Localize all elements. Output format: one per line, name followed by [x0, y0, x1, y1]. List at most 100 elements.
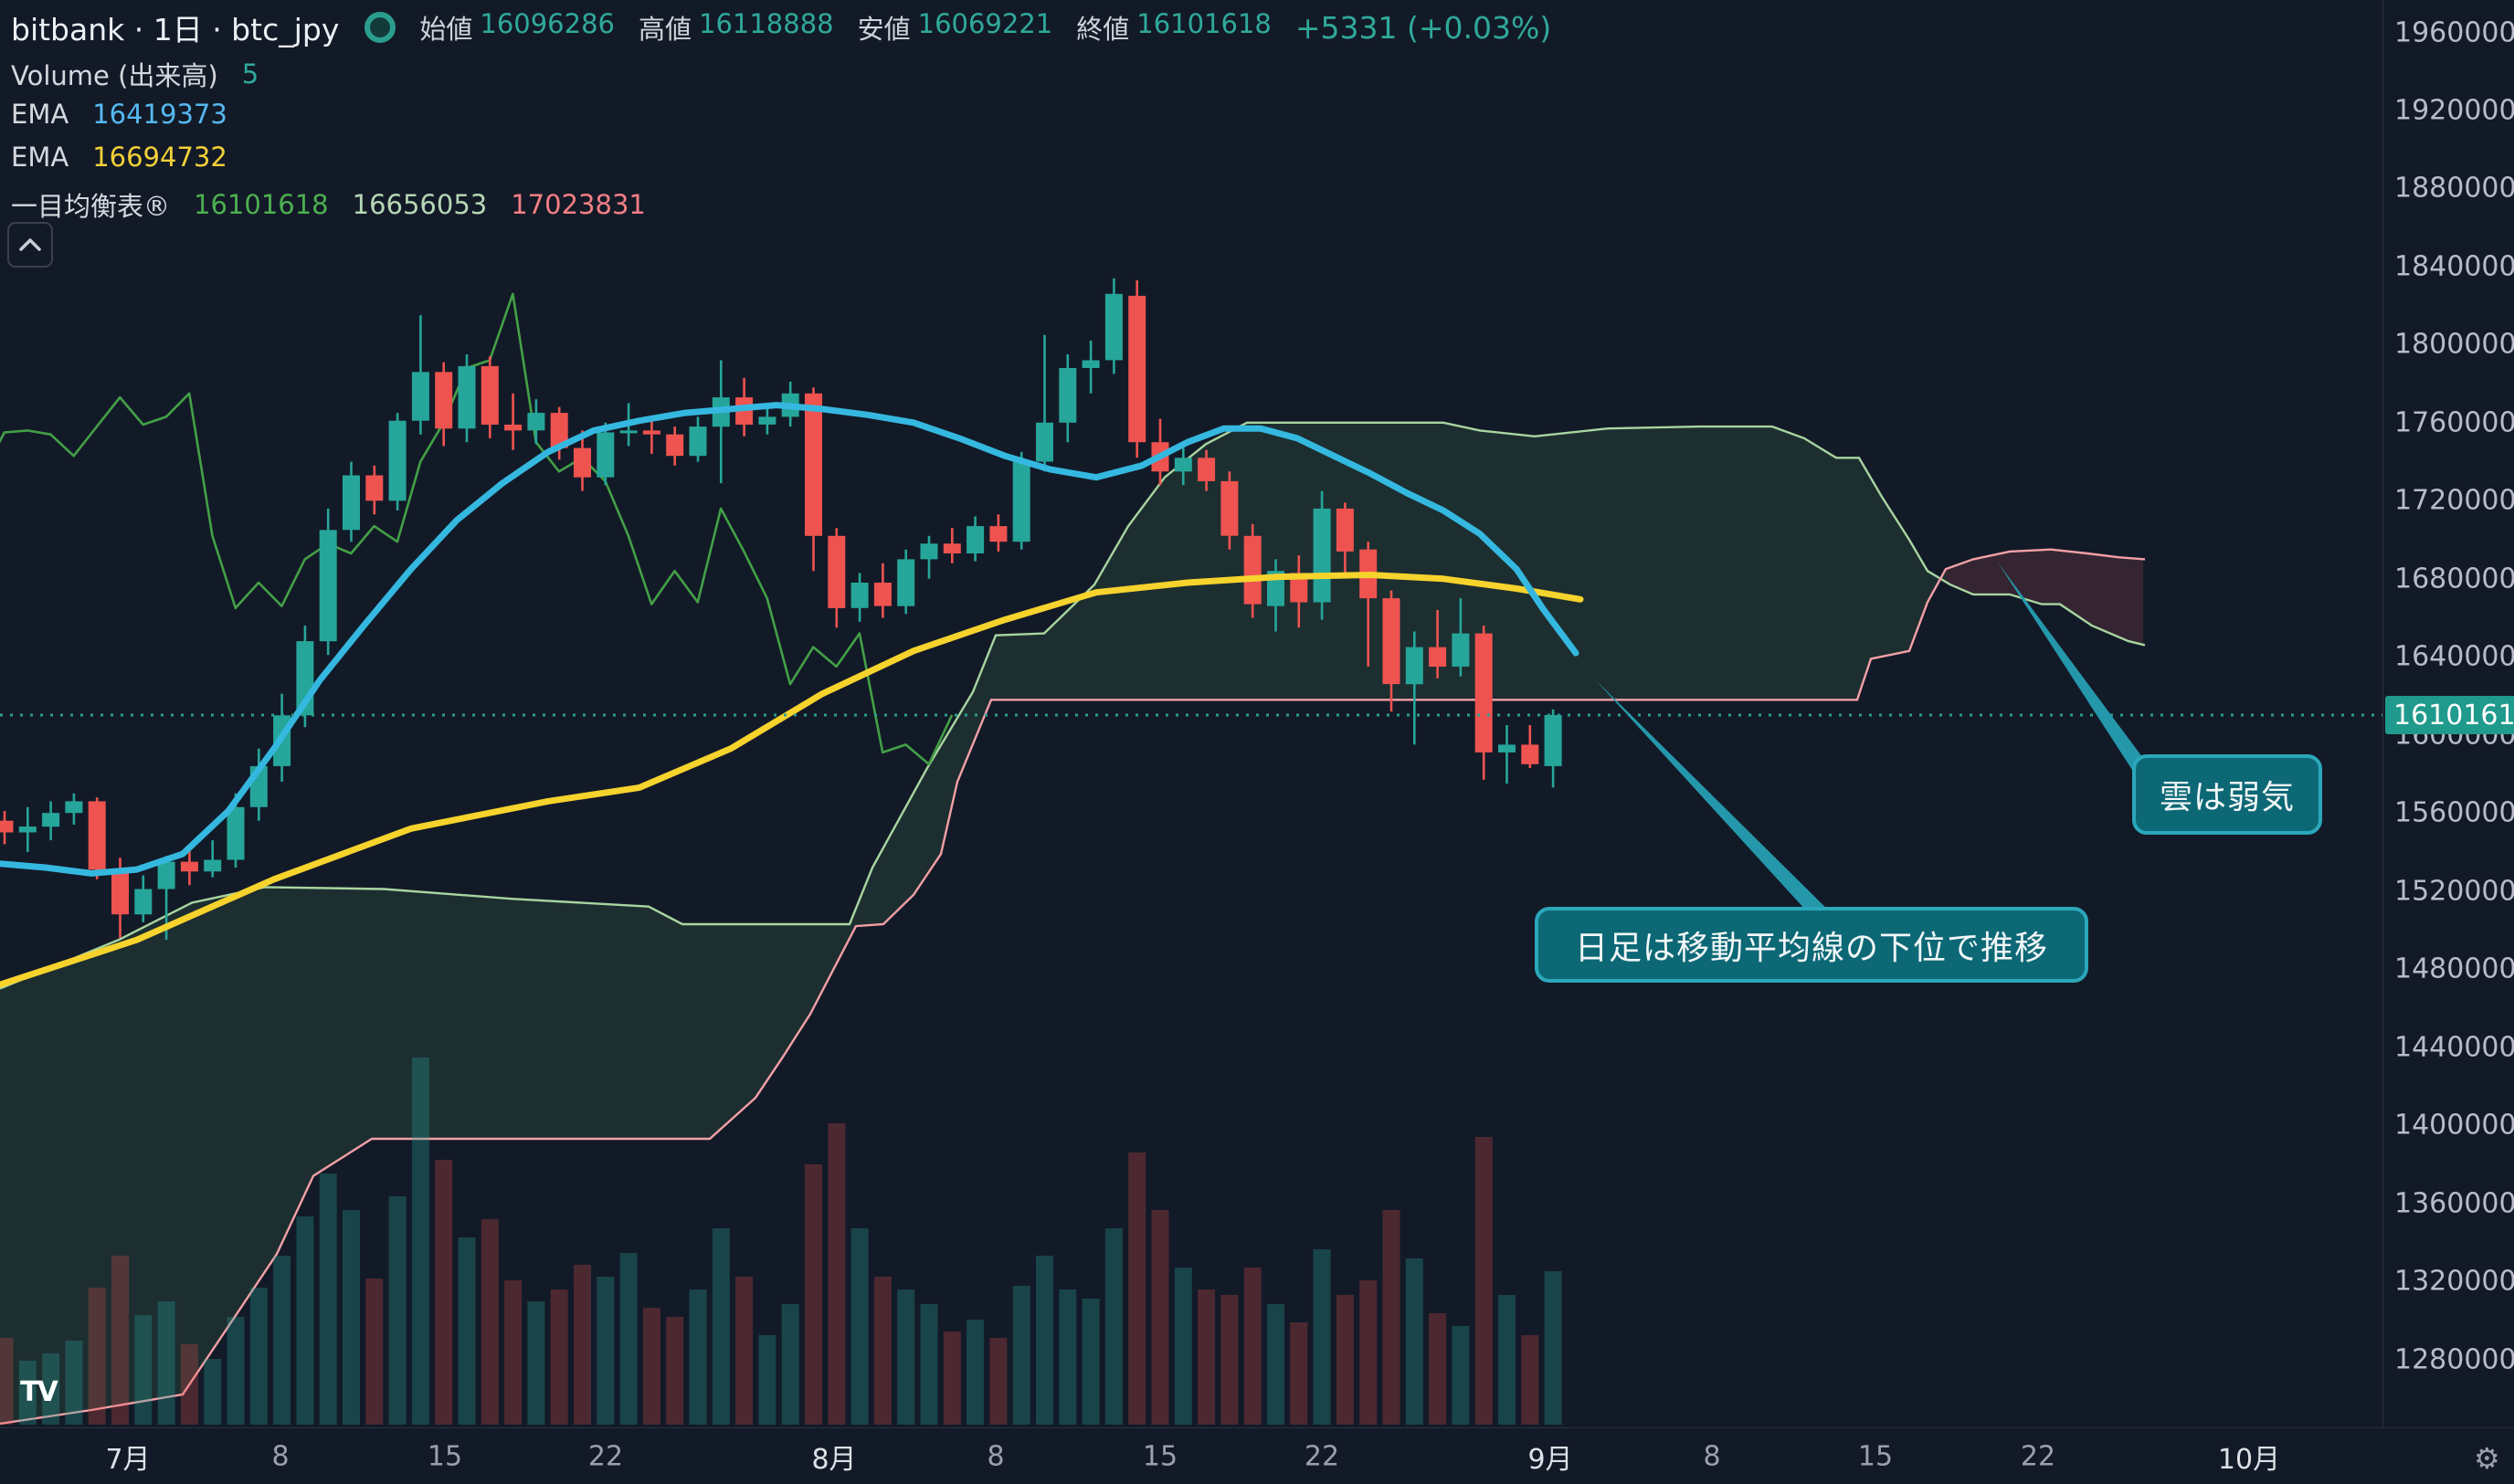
candle-body[interactable]: [1429, 647, 1447, 667]
annotation-arrow[interactable]: [1595, 679, 1826, 920]
volume-bar[interactable]: [365, 1279, 384, 1425]
candle-body[interactable]: [1474, 633, 1493, 753]
volume-bar[interactable]: [943, 1331, 961, 1425]
candle-body[interactable]: [1243, 535, 1262, 605]
volume-bar[interactable]: [157, 1301, 175, 1425]
candle-body[interactable]: [758, 416, 776, 425]
volume-bar[interactable]: [88, 1288, 106, 1425]
time-axis[interactable]: 7月 8 15 22 8月 8 15 22 9月 8 15 22 10月: [0, 1427, 2514, 1484]
candle-body[interactable]: [550, 413, 568, 448]
volume-bar[interactable]: [1059, 1289, 1077, 1425]
volume-bar[interactable]: [642, 1308, 660, 1425]
volume-bar[interactable]: [343, 1210, 360, 1425]
volume-bar[interactable]: [1498, 1295, 1516, 1425]
volume-bar[interactable]: [619, 1253, 638, 1425]
candle-body[interactable]: [943, 543, 961, 553]
annotation-arrow[interactable]: [1998, 563, 2152, 780]
candle-body[interactable]: [642, 430, 660, 435]
candle-body[interactable]: [134, 889, 153, 915]
volume-bar[interactable]: [1082, 1299, 1100, 1425]
candle-body[interactable]: [481, 365, 499, 425]
volume-bar[interactable]: [411, 1058, 429, 1425]
volume-bar[interactable]: [65, 1341, 83, 1425]
volume-bar[interactable]: [273, 1256, 291, 1425]
ema-slow-row[interactable]: EMA 16694732: [11, 142, 227, 173]
volume-bar[interactable]: [1452, 1326, 1470, 1425]
volume-bar[interactable]: [1521, 1335, 1539, 1425]
volume-bar[interactable]: [180, 1344, 198, 1425]
volume-bar[interactable]: [319, 1174, 337, 1425]
volume-bar[interactable]: [574, 1265, 591, 1425]
volume-bar[interactable]: [1429, 1313, 1447, 1425]
volume-bar[interactable]: [735, 1277, 754, 1425]
volume-bar[interactable]: [504, 1280, 523, 1425]
candle-body[interactable]: [1220, 480, 1239, 536]
volume-bar[interactable]: [1290, 1322, 1308, 1425]
candle-body[interactable]: [1036, 422, 1053, 462]
candle-body[interactable]: [920, 543, 938, 560]
candle-body[interactable]: [1012, 461, 1030, 542]
volume-bar[interactable]: [1174, 1268, 1192, 1425]
volume-bar[interactable]: [666, 1317, 684, 1425]
candle-body[interactable]: [666, 434, 684, 457]
volume-bar[interactable]: [989, 1338, 1008, 1425]
volume-bar[interactable]: [227, 1317, 245, 1425]
candle-body[interactable]: [1198, 458, 1216, 481]
candle-body[interactable]: [619, 430, 638, 434]
candle-body[interactable]: [1104, 293, 1123, 361]
candle-body[interactable]: [805, 393, 822, 536]
volume-bar[interactable]: [111, 1256, 129, 1425]
volume-bar[interactable]: [1243, 1268, 1262, 1425]
volume-bar[interactable]: [388, 1196, 407, 1425]
candle-body[interactable]: [1336, 508, 1354, 552]
volume-bar[interactable]: [249, 1288, 268, 1425]
candle-body[interactable]: [1082, 360, 1100, 369]
candle-body[interactable]: [689, 426, 707, 457]
candle-body[interactable]: [1128, 295, 1146, 443]
candle-body[interactable]: [157, 861, 175, 889]
volume-bar[interactable]: [1382, 1210, 1400, 1425]
candle-body[interactable]: [204, 859, 222, 872]
volume-bar[interactable]: [828, 1123, 846, 1425]
volume-bar[interactable]: [527, 1301, 545, 1425]
settings-gear-icon[interactable]: ⚙: [2474, 1441, 2500, 1476]
volume-bar[interactable]: [689, 1289, 707, 1425]
candle-body[interactable]: [65, 801, 83, 814]
candle-body[interactable]: [365, 475, 384, 501]
candle-body[interactable]: [574, 447, 591, 478]
annotation-cloud-note[interactable]: 雲は弱気: [2132, 754, 2322, 835]
volume-bar[interactable]: [18, 1361, 37, 1425]
candle-body[interactable]: [227, 806, 245, 860]
candle-body[interactable]: [989, 526, 1008, 542]
candle-body[interactable]: [850, 583, 869, 608]
volume-bar[interactable]: [1313, 1249, 1331, 1425]
volume-bar[interactable]: [1198, 1289, 1216, 1425]
candle-body[interactable]: [111, 869, 129, 915]
candle-body[interactable]: [1290, 573, 1308, 603]
volume-bar[interactable]: [134, 1315, 153, 1425]
volume-bar[interactable]: [1220, 1295, 1239, 1425]
annotation-ma-note[interactable]: 日足は移動平均線の下位で推移: [1535, 907, 2088, 983]
volume-bar[interactable]: [296, 1216, 314, 1425]
volume-bar[interactable]: [435, 1160, 453, 1425]
volume-bar[interactable]: [458, 1237, 476, 1425]
candle-body[interactable]: [435, 372, 453, 429]
volume-bar[interactable]: [1359, 1280, 1378, 1425]
volume-bar[interactable]: [967, 1320, 985, 1425]
candle-body[interactable]: [343, 475, 360, 531]
ichimoku-row[interactable]: 一目均衡表® 16101618 16656053 17023831: [11, 185, 646, 224]
price-axis[interactable]: 16101618 19600000 19200000 18800000 1840000…: [2382, 0, 2514, 1427]
volume-bar[interactable]: [1405, 1258, 1423, 1425]
candle-body[interactable]: [1059, 368, 1077, 423]
volume-bar[interactable]: [1012, 1286, 1030, 1425]
volume-bar[interactable]: [873, 1277, 892, 1425]
volume-bar[interactable]: [1151, 1210, 1169, 1425]
volume-bar[interactable]: [481, 1219, 499, 1425]
volume-bar[interactable]: [597, 1277, 615, 1425]
candle-body[interactable]: [180, 861, 198, 872]
candle-body[interactable]: [388, 420, 407, 501]
volume-bar[interactable]: [712, 1228, 730, 1425]
candle-body[interactable]: [873, 583, 892, 606]
candle-body[interactable]: [828, 535, 846, 608]
